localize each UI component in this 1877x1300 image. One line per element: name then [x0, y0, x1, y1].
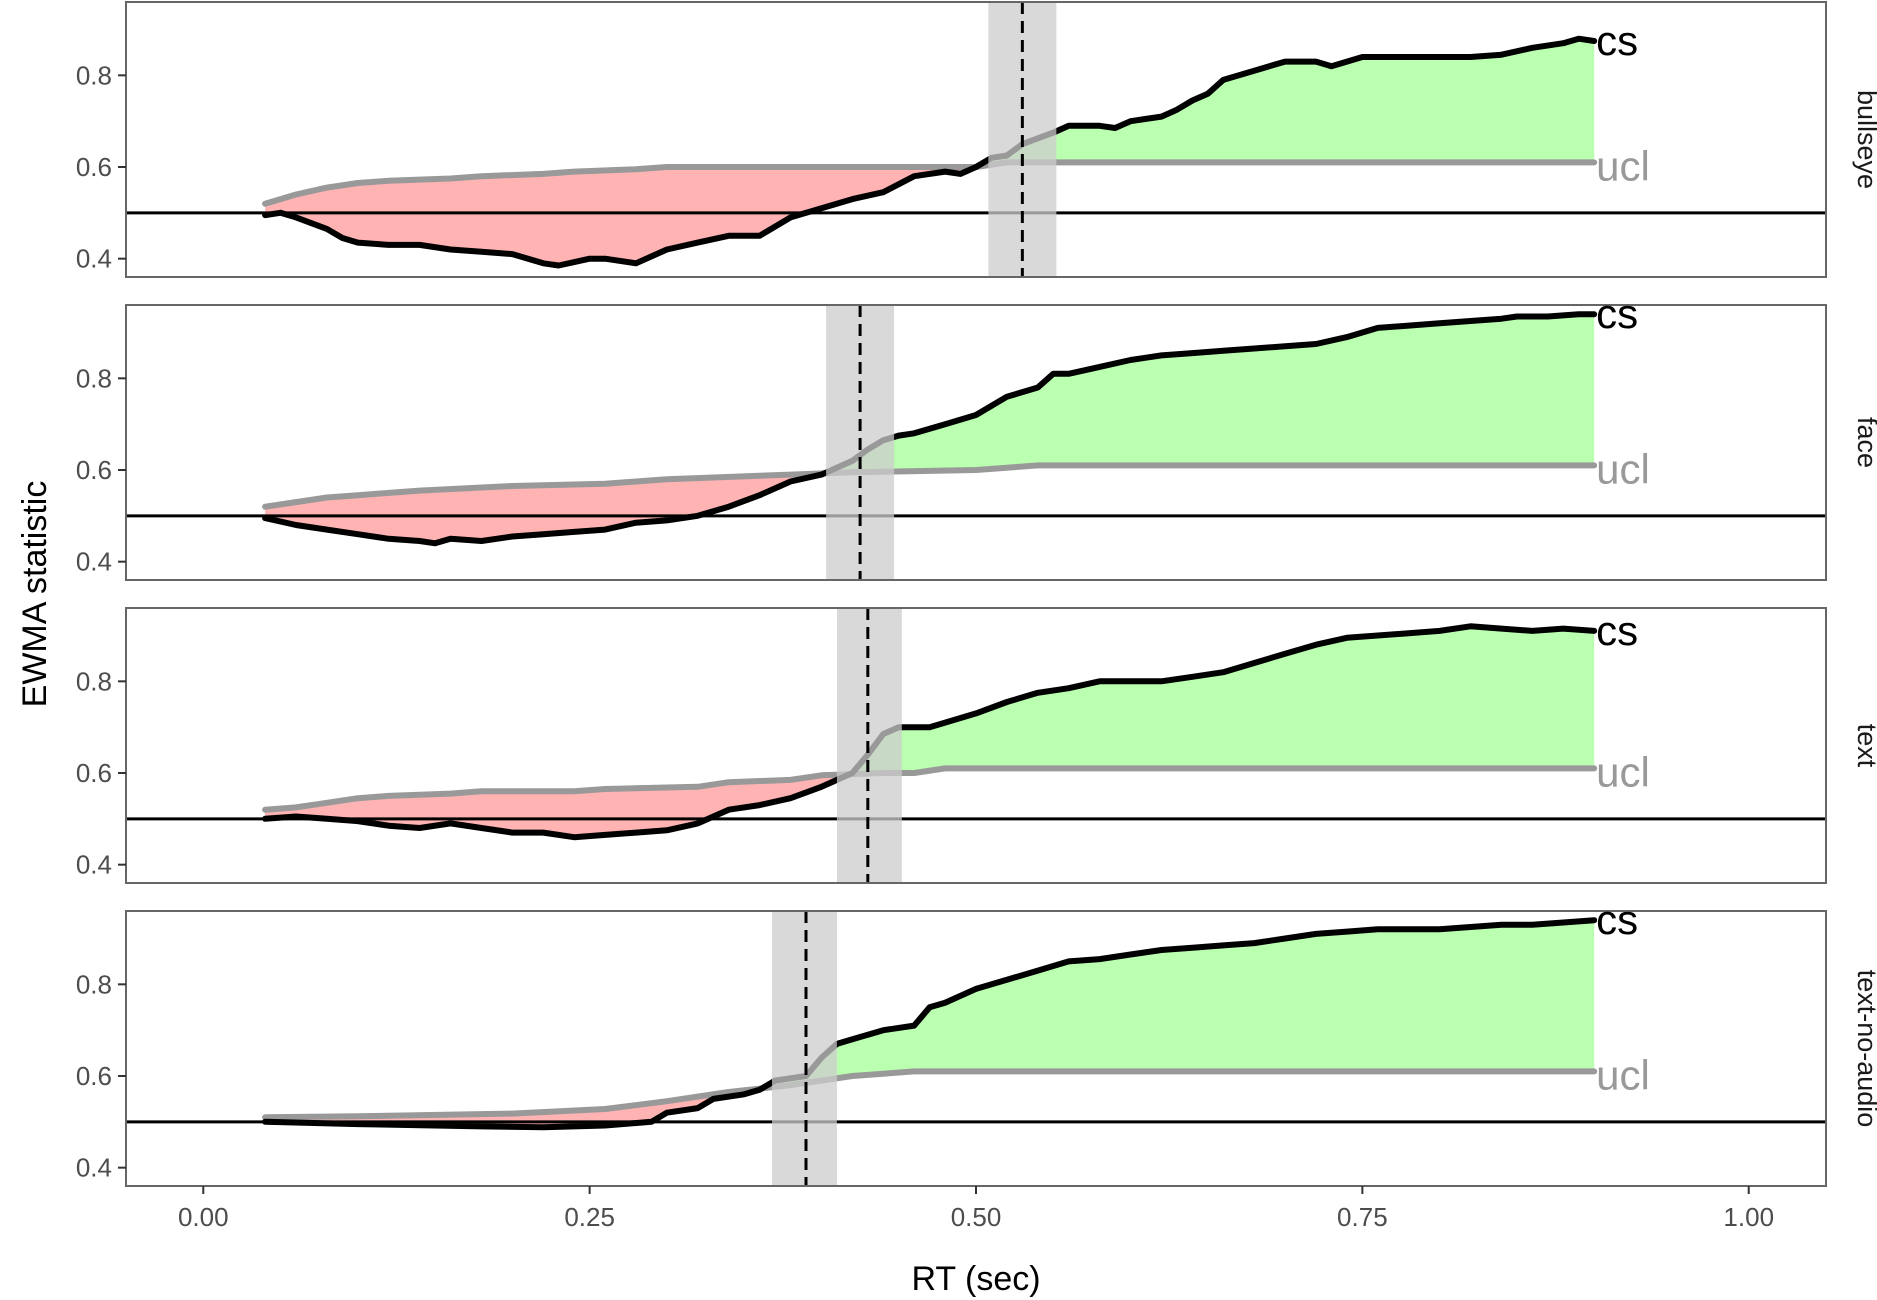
- cs-end-label: cs: [1596, 607, 1638, 654]
- cs-end-label: cs: [1596, 896, 1638, 943]
- y-tick-label: 0.4: [76, 547, 112, 577]
- facet-panel-bullseye: cs ucl 0.4 0.6 0.8 bullseye: [76, 1, 1877, 278]
- panel-border: [125, 1, 1827, 278]
- y-tick-label: 0.4: [76, 850, 112, 880]
- ucl-end-label: ucl: [1596, 142, 1650, 189]
- ucl-line: [262, 462, 1598, 510]
- panel-border: [125, 607, 1827, 884]
- plot-area: [126, 2, 1826, 277]
- cs-line: [262, 35, 1598, 269]
- below-ucl-fill: [265, 1071, 1595, 1128]
- facet-panel-face: cs ucl 0.4 0.6 0.8 face: [76, 290, 1877, 581]
- cs-end-label: cs: [1596, 17, 1638, 64]
- y-tick-label: 0.6: [76, 1061, 112, 1091]
- y-tick-label: 0.8: [76, 363, 112, 393]
- x-tick-label: 0.25: [564, 1202, 615, 1232]
- plot-area: [126, 911, 1826, 1186]
- y-tick-label: 0.4: [76, 1153, 112, 1183]
- above-ucl-fill: [265, 626, 1595, 810]
- ucl-end-label: ucl: [1596, 748, 1650, 795]
- facet-panel-text-no-audio: cs ucl 0.4 0.6 0.8 text-no-audio: [76, 896, 1877, 1187]
- ucl-line: [262, 1068, 1598, 1121]
- y-tick-label: 0.6: [76, 152, 112, 182]
- facet-panel-text: cs ucl 0.4 0.6 0.8 text: [76, 607, 1877, 884]
- plot-area: [126, 305, 1826, 580]
- cs-end-label: cs: [1596, 290, 1638, 337]
- facet-panels: cs ucl 0.4 0.6 0.8 bullseye cs ucl 0.4 0.6 0.8 face…: [76, 1, 1877, 1187]
- y-tick-label: 0.8: [76, 60, 112, 90]
- plot-area: [126, 608, 1826, 883]
- y-tick-label: 0.6: [76, 455, 112, 485]
- facet-strip-label: bullseye: [1852, 90, 1877, 189]
- y-tick-label: 0.4: [76, 244, 112, 274]
- above-ucl-fill: [265, 920, 1595, 1118]
- cs-line: [262, 311, 1598, 547]
- ucl-line: [262, 159, 1598, 207]
- x-axis: 0.00 0.25 0.50 0.75 1.00: [178, 1186, 1774, 1232]
- x-axis-title: RT (sec): [911, 1260, 1040, 1298]
- x-tick-label: 0.75: [1337, 1202, 1388, 1232]
- x-tick-label: 0.50: [951, 1202, 1002, 1232]
- y-axis-title: EWMA statistic: [16, 481, 54, 708]
- ucl-end-label: ucl: [1596, 1051, 1650, 1098]
- above-ucl-fill: [265, 314, 1595, 507]
- x-tick-label: 0.00: [178, 1202, 229, 1232]
- ucl-end-label: ucl: [1596, 445, 1650, 492]
- panel-border: [125, 304, 1827, 581]
- facet-strip-label: face: [1852, 417, 1877, 468]
- y-tick-label: 0.6: [76, 758, 112, 788]
- cs-line: [262, 623, 1598, 841]
- y-tick-label: 0.8: [76, 666, 112, 696]
- x-tick-label: 1.00: [1723, 1202, 1774, 1232]
- facet-strip-label: text: [1852, 724, 1877, 768]
- cutoff-band: [772, 911, 837, 1186]
- cs-line: [262, 917, 1598, 1131]
- above-ucl-fill: [265, 38, 1595, 204]
- facet-strip-label: text-no-audio: [1852, 970, 1877, 1128]
- below-ucl-fill: [265, 465, 1595, 544]
- below-ucl-fill: [265, 162, 1595, 266]
- cutoff-band: [836, 608, 902, 883]
- y-tick-label: 0.8: [76, 969, 112, 999]
